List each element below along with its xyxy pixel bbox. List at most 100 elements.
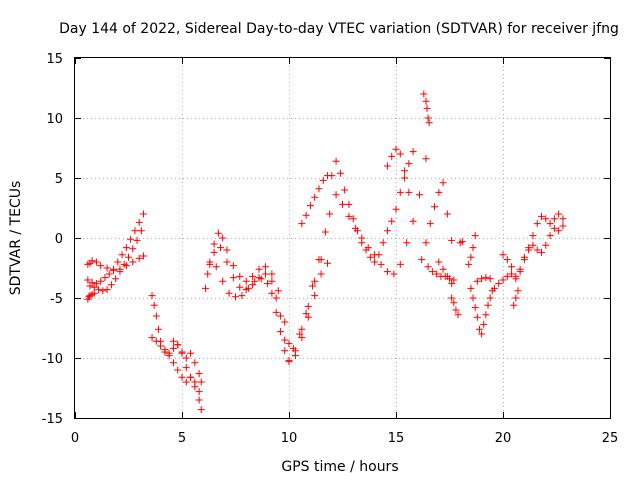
data-point	[135, 254, 143, 262]
data-point	[512, 272, 520, 280]
series-arc-3c	[206, 256, 325, 366]
data-point	[482, 311, 490, 319]
data-point	[129, 245, 137, 253]
data-point	[516, 268, 524, 276]
data-point	[229, 262, 237, 270]
data-point	[448, 236, 456, 244]
axis-ticks: 0 5 10 15 20 25 -15 -10 -5 0 5 10 15	[42, 52, 619, 446]
data-point	[420, 90, 428, 98]
series-arc-5a	[448, 294, 462, 319]
data-point	[174, 341, 182, 349]
data-point	[272, 308, 280, 316]
y-tick-label: 0	[55, 232, 63, 247]
data-point	[212, 263, 220, 271]
data-point	[276, 328, 284, 336]
data-point	[261, 263, 269, 271]
series-arc-2c	[169, 337, 205, 386]
data-point	[450, 276, 458, 284]
data-point	[550, 224, 558, 232]
series-arc-6a	[490, 210, 567, 292]
data-point	[443, 272, 451, 280]
data-point	[118, 251, 126, 259]
series-arc-3b	[204, 244, 332, 364]
data-point	[416, 191, 424, 199]
data-point	[169, 337, 177, 345]
data-point	[182, 378, 190, 386]
data-point	[195, 388, 203, 396]
data-point	[358, 234, 366, 242]
data-point	[127, 235, 135, 243]
data-point	[321, 228, 329, 236]
series-arc-4d	[420, 90, 433, 127]
data-point	[473, 277, 481, 285]
data-point	[542, 215, 550, 223]
data-point	[473, 313, 481, 321]
data-point	[559, 215, 567, 223]
data-point	[302, 211, 310, 219]
data-point	[428, 268, 436, 276]
data-point	[110, 266, 118, 274]
data-point	[309, 282, 317, 290]
data-point	[328, 172, 336, 180]
data-point	[392, 145, 400, 153]
data-point	[450, 299, 458, 307]
data-point	[223, 246, 231, 254]
data-point	[285, 340, 293, 348]
data-point	[90, 283, 98, 291]
chart-title: Day 144 of 2022, Sidereal Day-to-day VTE…	[59, 21, 619, 37]
data-point	[187, 349, 195, 357]
data-point	[546, 232, 554, 240]
series-arc-5b	[456, 238, 466, 247]
data-point	[471, 232, 479, 240]
data-point	[210, 240, 218, 248]
data-point	[255, 265, 263, 273]
data-point	[448, 294, 456, 302]
data-point	[204, 270, 212, 278]
data-point	[529, 232, 537, 240]
y-tick-label: -5	[50, 292, 63, 307]
data-point	[223, 258, 231, 266]
series-arc-4g	[435, 258, 456, 288]
data-point	[458, 238, 466, 246]
data-point	[345, 200, 353, 208]
data-point	[332, 157, 340, 165]
y-tick-label: 5	[55, 172, 63, 187]
data-point	[482, 274, 490, 282]
data-point	[452, 306, 460, 314]
data-point	[409, 148, 417, 156]
data-point	[150, 301, 158, 309]
data-point	[99, 287, 107, 295]
data-point	[311, 292, 319, 300]
series-arc-1c	[84, 252, 147, 274]
data-point	[550, 215, 558, 223]
data-point	[538, 212, 546, 220]
data-point	[95, 286, 103, 294]
data-point	[336, 169, 344, 177]
data-point	[157, 342, 165, 350]
data-point	[264, 280, 272, 288]
data-point	[296, 330, 304, 338]
data-point	[285, 358, 293, 366]
data-point	[191, 378, 199, 386]
data-point	[520, 256, 528, 264]
data-point	[105, 270, 113, 278]
data-point	[281, 336, 289, 344]
data-point	[503, 272, 511, 280]
data-point	[304, 302, 312, 310]
data-point	[97, 262, 105, 270]
data-point	[377, 260, 385, 268]
series-arc-4c	[383, 145, 413, 196]
data-point	[276, 312, 284, 320]
data-point	[257, 275, 265, 283]
data-point	[298, 220, 306, 228]
data-point	[351, 224, 359, 232]
data-point	[88, 278, 96, 286]
data-point	[165, 352, 173, 360]
y-tick-label: 15	[46, 52, 63, 67]
series-arc-5c	[465, 232, 479, 268]
series-arc-4e	[418, 179, 456, 264]
data-point	[182, 364, 190, 372]
data-point	[383, 268, 391, 276]
data-point	[345, 212, 353, 220]
